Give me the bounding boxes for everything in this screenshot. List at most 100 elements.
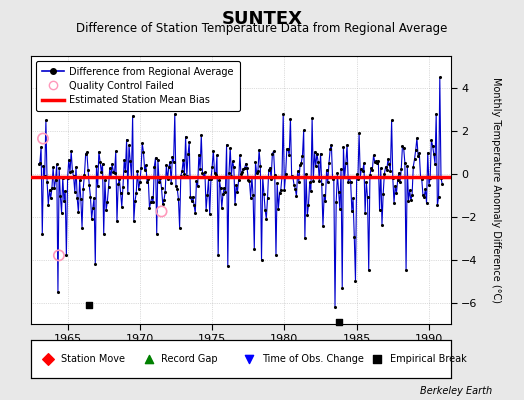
Point: [40, 172, 49, 179]
Point: [230, 164, 238, 170]
Point: [69, 173, 78, 180]
Point: [415, 150, 423, 156]
Point: [103, 199, 112, 205]
Point: [203, 192, 212, 198]
Point: [60, 198, 68, 204]
Point: [202, 207, 210, 213]
Point: [248, 174, 256, 180]
Point: [67, 148, 75, 155]
Point: [367, 165, 375, 171]
Point: [38, 231, 47, 237]
Point: [290, 182, 298, 188]
Point: [139, 149, 148, 155]
Point: [305, 179, 314, 186]
Point: [216, 185, 225, 191]
Point: [284, 146, 292, 153]
Point: [36, 160, 44, 166]
Point: [189, 194, 197, 200]
Point: [51, 177, 60, 184]
Point: [169, 158, 178, 165]
Point: [380, 170, 389, 177]
Point: [423, 150, 432, 156]
Point: [303, 212, 311, 218]
Point: [399, 145, 408, 151]
Point: [101, 177, 109, 183]
Point: [172, 183, 180, 189]
Point: [234, 177, 243, 184]
Point: [66, 169, 74, 176]
Point: [201, 169, 209, 175]
Point: [179, 156, 188, 163]
Point: [136, 179, 144, 185]
Point: [375, 207, 384, 213]
Point: [254, 168, 262, 174]
Point: [267, 176, 275, 182]
Point: [242, 160, 250, 167]
Point: [319, 223, 327, 230]
Point: [95, 148, 103, 155]
Point: [269, 148, 278, 154]
Point: [369, 152, 378, 158]
Point: [401, 160, 409, 166]
Point: [427, 137, 435, 143]
Point: [42, 117, 50, 124]
Point: [208, 164, 216, 170]
Point: [329, 176, 337, 182]
Point: [181, 134, 190, 140]
Point: [433, 202, 442, 208]
Point: [402, 267, 410, 274]
Point: [359, 160, 368, 166]
Point: [321, 198, 330, 204]
Point: [119, 184, 127, 190]
Point: [370, 159, 379, 165]
Point: [308, 115, 316, 121]
Point: [314, 159, 322, 165]
Point: [260, 191, 268, 197]
Point: [177, 172, 185, 179]
Point: [62, 252, 71, 258]
Point: [304, 202, 313, 208]
Point: [192, 178, 201, 184]
Point: [85, 182, 93, 188]
Point: [222, 142, 231, 148]
Text: Record Gap: Record Gap: [161, 354, 218, 364]
Y-axis label: Monthly Temperature Anomaly Difference (°C): Monthly Temperature Anomaly Difference (…: [492, 77, 501, 303]
Point: [190, 202, 198, 208]
Point: [286, 116, 294, 122]
Point: [63, 175, 72, 182]
Point: [184, 151, 192, 158]
Point: [337, 166, 345, 172]
Point: [185, 139, 193, 145]
Point: [349, 195, 357, 202]
Point: [155, 179, 163, 186]
Point: [215, 177, 224, 183]
Point: [68, 168, 77, 174]
Point: [183, 173, 191, 179]
Point: [233, 189, 242, 195]
Point: [320, 192, 329, 198]
Point: [342, 160, 350, 167]
Point: [302, 171, 310, 177]
Point: [298, 152, 307, 159]
Point: [386, 168, 395, 174]
Point: [249, 192, 257, 198]
Point: [381, 164, 390, 170]
Legend: Difference from Regional Average, Quality Control Failed, Estimated Station Mean: Difference from Regional Average, Qualit…: [36, 61, 239, 111]
Text: Station Move: Station Move: [61, 354, 125, 364]
Point: [357, 166, 366, 172]
Point: [213, 152, 221, 158]
Point: [300, 127, 308, 134]
Point: [325, 160, 333, 166]
Point: [322, 167, 331, 173]
Point: [195, 152, 203, 158]
Point: [221, 189, 230, 195]
Point: [347, 208, 356, 214]
Point: [135, 186, 143, 192]
Point: [79, 186, 88, 192]
Point: [231, 201, 239, 208]
Point: [318, 181, 326, 187]
Point: [255, 147, 263, 153]
Point: [363, 194, 372, 201]
Point: [316, 150, 325, 157]
Point: [49, 164, 57, 171]
